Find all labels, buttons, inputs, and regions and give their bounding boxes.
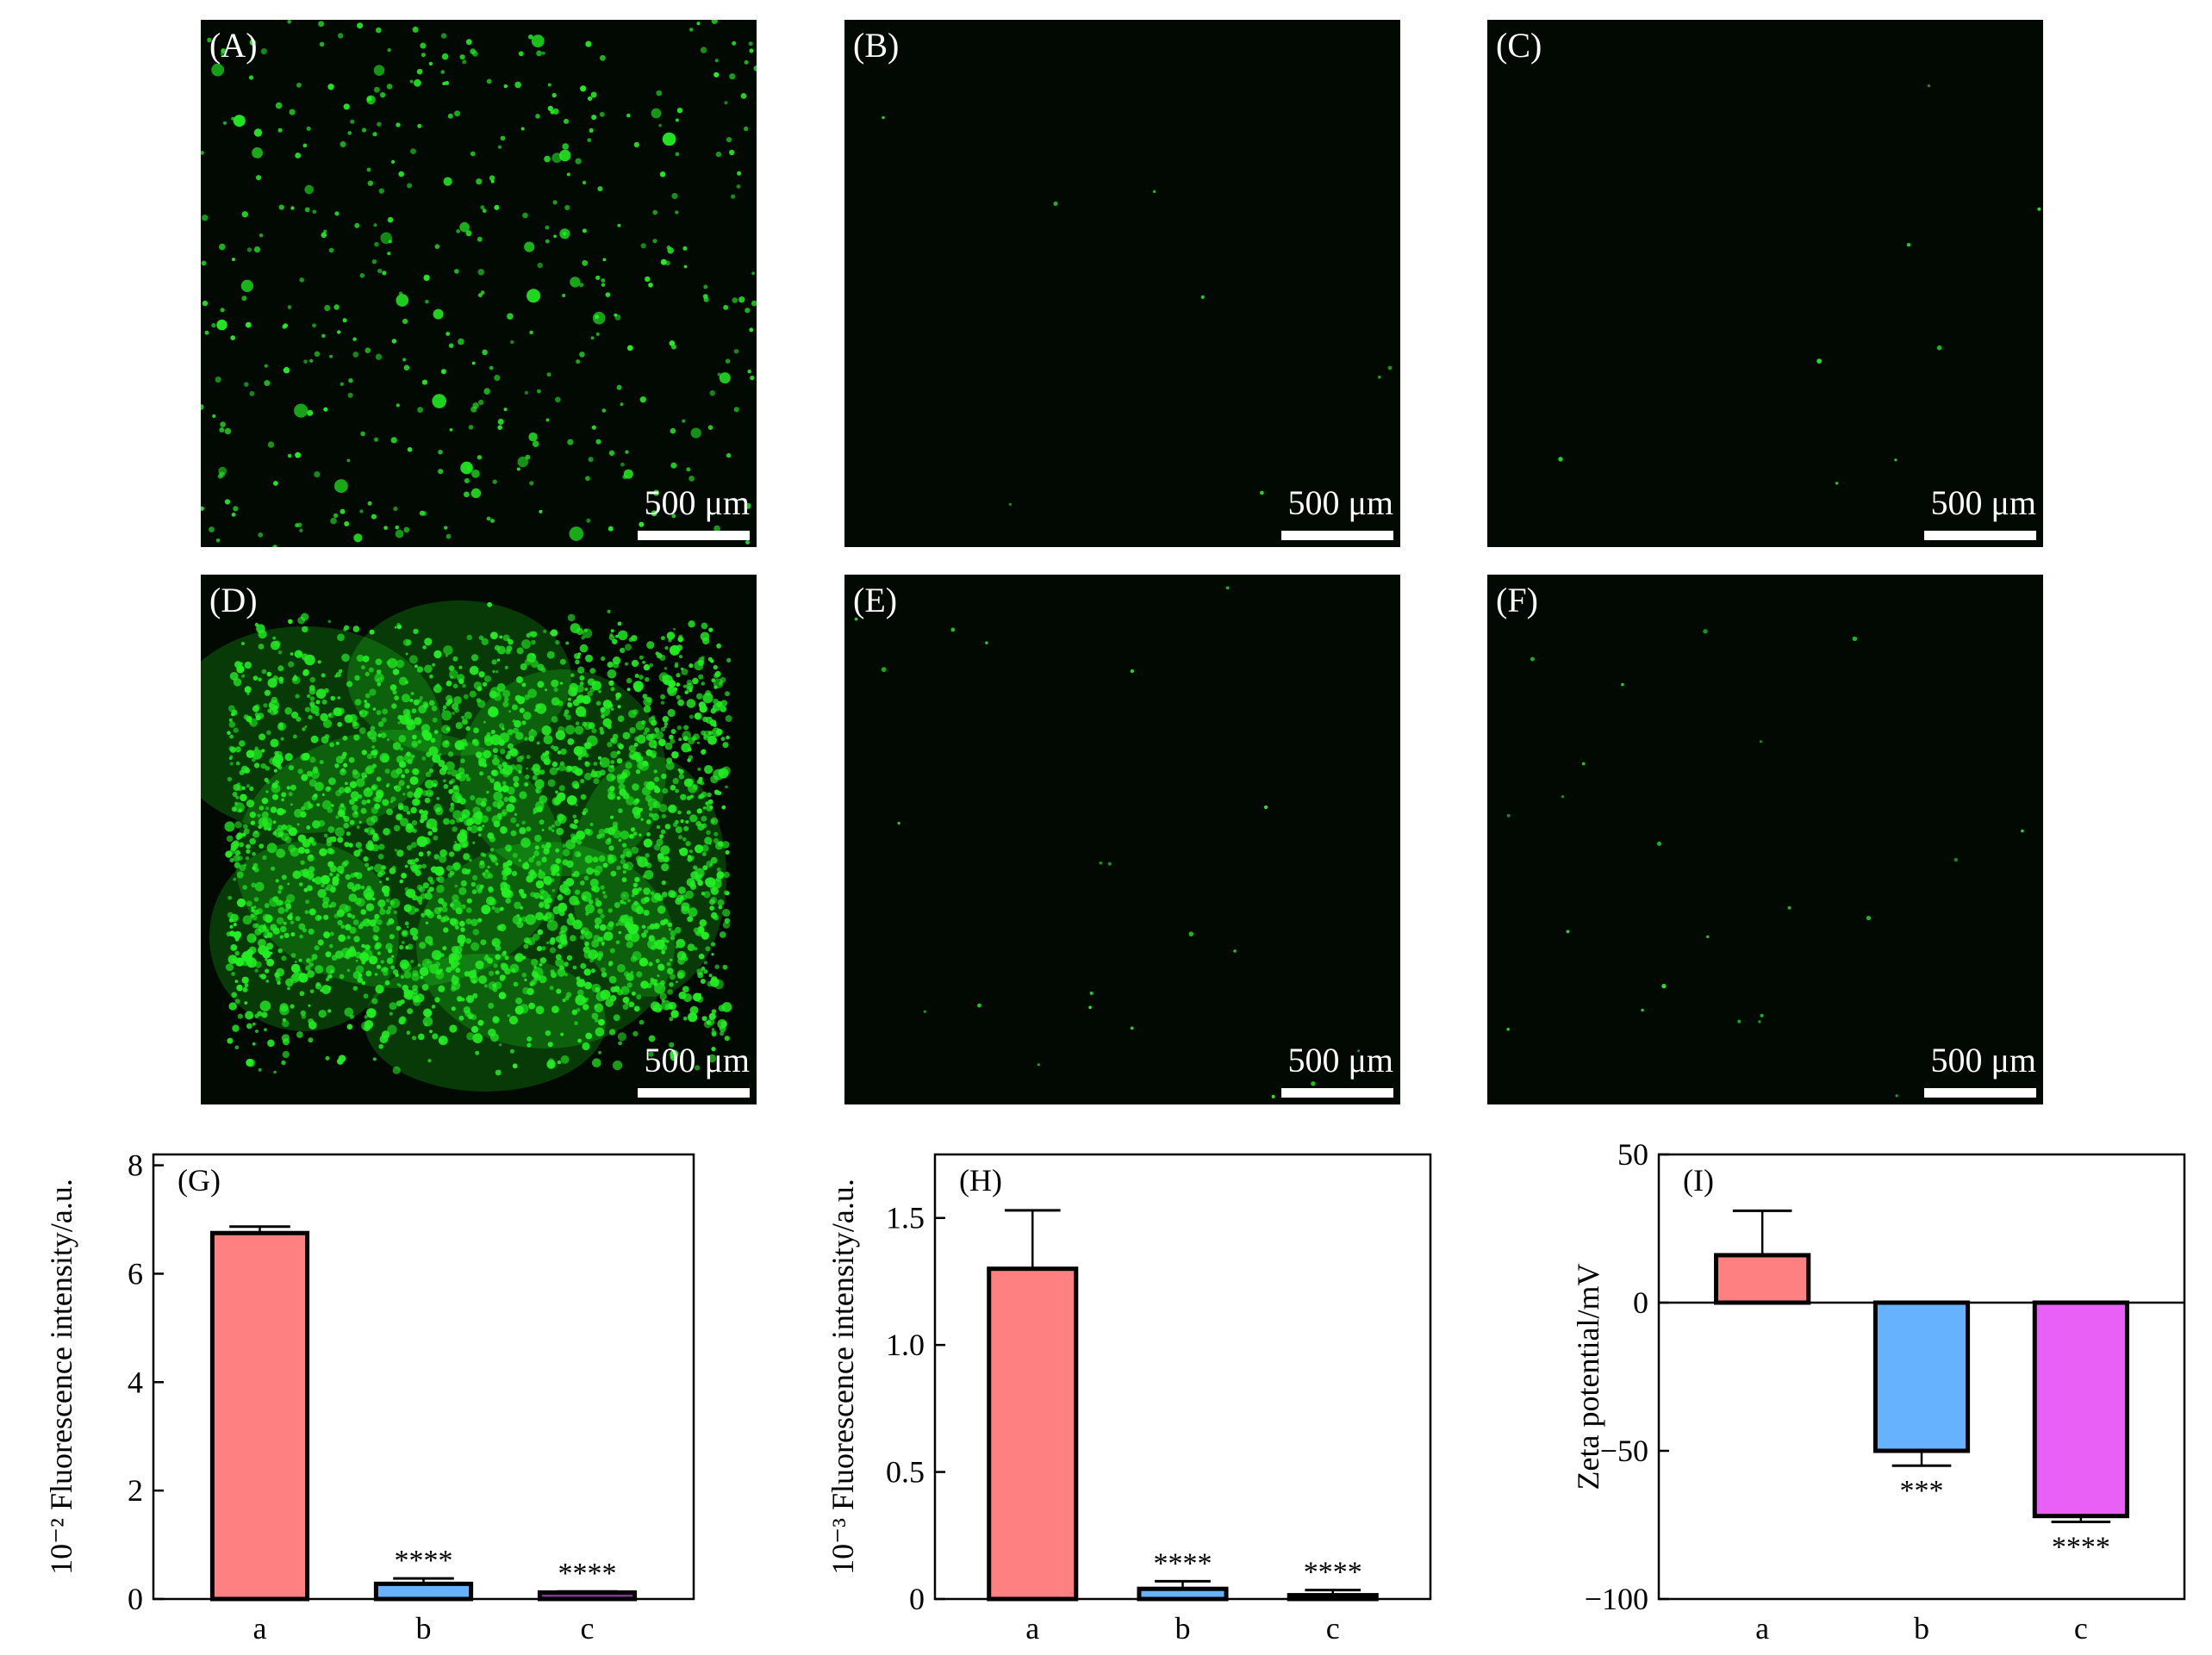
- bar-charts: 0 2 4 6 8 10⁻² Fluorescence intensity/a.u. (G)…: [44, 1137, 2186, 1646]
- micrograph-f: (F) 500 μm: [1487, 575, 2043, 1104]
- panel-label: (D): [209, 581, 258, 619]
- micrograph-b: (B) 500 μm: [844, 20, 1400, 547]
- micrograph-a: (A) 500 μm: [201, 20, 757, 547]
- fluorescence-signal: [201, 600, 732, 1092]
- x-tick-label: a: [1755, 1611, 1769, 1646]
- scale-bar: [1924, 1088, 2036, 1098]
- panel-label: (C): [1496, 26, 1542, 65]
- signal-spots: [224, 601, 732, 1076]
- y-tick-label: 50: [1617, 1137, 1648, 1172]
- micrograph-d: (D) 500 μm: [201, 575, 757, 1104]
- scale-bar: [638, 1088, 750, 1098]
- x-tick-label: b: [1914, 1611, 1929, 1646]
- scale-bar-label: 500 μm: [644, 483, 750, 522]
- scale-bar: [1281, 1088, 1393, 1098]
- scale-bar-label: 500 μm: [1287, 1041, 1393, 1079]
- significance-mark: ****: [2052, 1532, 2110, 1564]
- chart-g: 0 2 4 6 8 10⁻² Fluorescence intensity/a.u. (G)…: [44, 1148, 695, 1646]
- y-tick-label: 2: [128, 1473, 143, 1508]
- signal-spots: [201, 20, 757, 547]
- scale-bar: [1281, 531, 1393, 540]
- scale-bar: [1924, 531, 2036, 540]
- micrograph-e: (E) 500 μm: [844, 575, 1400, 1104]
- y-tick-label: 0: [909, 1582, 925, 1616]
- signal-spots: [1558, 84, 2041, 485]
- x-tick-label: c: [581, 1611, 595, 1646]
- panel-label: (B): [853, 26, 900, 65]
- signal-spots: [1506, 629, 2024, 1098]
- y-tick-label: 6: [128, 1256, 143, 1291]
- bar-b: [373, 1581, 474, 1602]
- bar-b: [1872, 1300, 1971, 1453]
- fluorescence-signal: [1506, 629, 2024, 1098]
- x-tick-label: c: [1326, 1611, 1340, 1646]
- scale-bar-label: 500 μm: [1930, 483, 2036, 522]
- bar-c: [2032, 1300, 2129, 1519]
- fluorescence-signal: [1558, 84, 2041, 485]
- scale-bar-label: 500 μm: [644, 1041, 750, 1079]
- significance-mark: ****: [395, 1545, 453, 1577]
- y-tick-label: 0: [1633, 1285, 1648, 1320]
- signal-spots: [854, 586, 1361, 1098]
- scale-bar-label: 500 μm: [1930, 1041, 2036, 1079]
- panel-label: (G): [178, 1163, 221, 1198]
- panel-label: (H): [959, 1163, 1002, 1198]
- significance-mark: ****: [1154, 1547, 1212, 1579]
- fluorescence-signal: [882, 115, 1393, 507]
- bar-c: [1287, 1593, 1379, 1602]
- fluorescence-signal: [854, 586, 1361, 1098]
- y-tick-label: 1.0: [886, 1328, 925, 1362]
- y-tick-label: −50: [1600, 1434, 1648, 1468]
- fluorescence-signal: [201, 20, 757, 547]
- significance-mark: ****: [558, 1558, 617, 1590]
- y-tick-label: 8: [128, 1148, 143, 1183]
- x-tick-label: b: [1175, 1611, 1191, 1646]
- significance-mark: ****: [1304, 1557, 1362, 1589]
- micrograph-c: (C) 500 μm: [1487, 20, 2043, 547]
- y-tick-label: 0: [128, 1582, 143, 1616]
- y-axis-label: 10⁻² Fluorescence intensity/a.u.: [44, 1179, 78, 1575]
- y-axis-label: Zeta potential/mV: [1571, 1264, 1605, 1490]
- panel-label: (E): [853, 581, 898, 619]
- bar-a: [987, 1266, 1079, 1602]
- panel-label: (I): [1683, 1163, 1714, 1198]
- x-tick-label: a: [1025, 1611, 1039, 1646]
- panel-label: (F): [1496, 581, 1538, 619]
- x-tick-label: a: [253, 1611, 267, 1646]
- bar-b: [1137, 1586, 1229, 1602]
- significance-mark: ***: [1900, 1475, 1944, 1507]
- bar-c: [537, 1590, 638, 1602]
- y-tick-label: 0.5: [886, 1455, 925, 1490]
- x-tick-label: b: [416, 1611, 432, 1646]
- plot-frame: [1657, 1153, 2186, 1601]
- y-tick-label: 4: [128, 1365, 143, 1399]
- chart-h: 0 0.5 1.0 1.5 10⁻³ Fluorescence intensity/a.…: [826, 1153, 1432, 1646]
- x-tick-label: c: [2074, 1611, 2088, 1646]
- scale-bar: [638, 531, 750, 540]
- y-tick-label: −100: [1585, 1582, 1648, 1616]
- bar-a: [1714, 1253, 1811, 1305]
- scale-bar-label: 500 μm: [1287, 483, 1393, 522]
- signal-spots: [882, 115, 1393, 507]
- y-axis-label: 10⁻³ Fluorescence intensity/a.u.: [826, 1179, 860, 1575]
- y-tick-label: 1.5: [886, 1201, 925, 1235]
- bar-a: [209, 1230, 310, 1602]
- chart-i: −100 −50 0 50 Zeta potential/mV (I) a *** b **** c: [1571, 1137, 2186, 1646]
- panel-label: (A): [209, 26, 258, 65]
